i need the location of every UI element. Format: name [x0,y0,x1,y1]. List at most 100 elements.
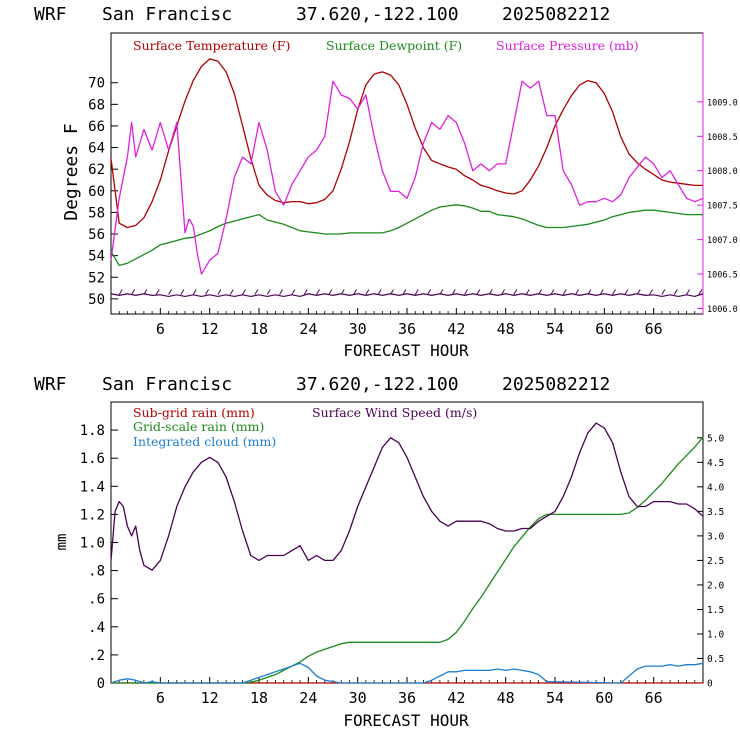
y-tick-label: .2 [88,648,105,664]
y2-tick-label: 1007.5 [707,202,738,212]
y-tick-label: 56 [88,227,105,243]
x-tick-label: 60 [595,320,613,338]
x-tick-label: 42 [447,689,465,707]
legend-grid-scale-rain: Grid-scale rain (mm) [133,419,264,434]
x-tick-label: 66 [645,689,663,707]
legend-surface-wind-speed: Surface Wind Speed (m/s) [312,405,477,420]
x-tick-label: 42 [447,320,465,338]
y-tick-label: 60 [88,184,105,200]
y-tick-label: .6 [88,592,105,608]
y-tick-label: 62 [88,162,105,178]
x-tick-label: 12 [201,689,219,707]
y2-tick-label: 1.0 [707,629,724,640]
x-tick-label: 30 [349,320,367,338]
wind-barb [575,289,579,295]
y2-tick-label: 1008.0 [707,167,738,177]
y2-tick-label: 1006.0 [707,305,738,315]
x-tick-label: 30 [349,689,367,707]
panel1-ylabel: Degrees F [61,123,82,221]
x-tick-label: 48 [497,320,515,338]
wind-barb [698,289,703,295]
series-line-grid-scale-rain-mm [111,436,704,684]
y-tick-label: 68 [88,97,105,113]
wind-barb [229,289,234,295]
wind-barb [636,289,641,295]
wind-barb [661,289,666,295]
wind-barb [316,289,320,295]
wind-barb [451,289,456,295]
x-tick-label: 24 [299,320,317,338]
wind-barb [402,289,407,295]
series-line-surface-temperature-f [110,58,703,229]
y-tick-label: 1.2 [80,507,105,523]
wind-barb [501,289,505,295]
x-tick-label: 54 [546,689,564,707]
wind-barb [673,289,678,295]
legend-surface-pressure: Surface Pressure (mb) [496,38,639,53]
x-tick-label: 48 [497,689,515,707]
wind-barb [686,289,690,295]
x-tick-label: 54 [546,320,564,338]
x-tick-label: 6 [156,689,165,707]
y-tick-label: 1.0 [80,536,105,552]
wind-barb [562,289,567,295]
series-line-surface-pressure-mb [110,80,704,275]
legend-surface-temperature: Surface Temperature (F) [133,38,290,53]
x-tick-label: 6 [156,320,165,338]
wind-barb [192,289,197,295]
y-tick-label: .8 [88,564,105,580]
y2-tick-label: 0 [707,679,713,690]
y-tick-label: 70 [88,76,105,92]
wind-barb [488,289,493,295]
y2-tick-label: 1006.5 [707,271,738,281]
x-tick-label: 18 [250,689,268,707]
wind-barb [266,289,271,295]
y-tick-label: 58 [88,205,105,221]
x-tick-label: 66 [645,320,663,338]
wind-barb [439,289,444,295]
wind-barb [599,289,604,295]
x-tick-label: 18 [250,320,268,338]
y-tick-label: 50 [88,292,105,308]
wind-barb [340,289,345,295]
wind-barb [131,289,135,295]
wind-barb [587,289,592,295]
y-tick-label: 66 [88,119,105,135]
x-tick-label: 36 [398,320,416,338]
y2-tick-label: 2.5 [707,556,724,567]
y-tick-label: 54 [88,249,105,265]
wind-barb [155,289,160,295]
y2-tick-label: 1008.5 [707,133,738,143]
series-line-surface-wind-speed-m-s [110,422,704,571]
wind-barb [427,289,431,295]
y-tick-label: .4 [88,620,105,636]
panel1-axes: 6 12 18 24 30 36 42 48 54 60 66 50 52 54 56 58 60 62 64 66 6… [88,76,738,338]
y2-tick-label: 1007.0 [707,236,738,246]
panel2-model: WRF [34,374,67,395]
panel1-run: 2025082212 [502,4,610,25]
y2-tick-label: 1009.0 [707,98,738,108]
y2-tick-label: 5.0 [707,433,724,444]
wind-barb [550,289,555,295]
x-tick-label: 24 [299,689,317,707]
wind-barb [303,289,308,295]
panel2-legend: Sub-grid rain (mm) Surface Wind Speed (m… [133,405,477,449]
panel2-header: WRF San Francisc 37.620,-122.100 2025082… [34,374,610,395]
panel1-series [110,58,704,298]
wind-barb [414,289,419,295]
y-tick-label: 1.4 [80,479,105,495]
legend-subgrid-rain: Sub-grid rain (mm) [133,405,255,420]
panel2-series [110,422,704,684]
y2-tick-label: 4.5 [707,458,724,469]
wind-barb [180,289,185,295]
wind-barb [217,289,222,295]
y2-tick-label: 0.5 [707,654,724,665]
y2-tick-label: 2.0 [707,580,724,591]
x-tick-label: 12 [201,320,219,338]
wind-barb [328,289,333,295]
wind-barb [242,289,246,295]
wind-barb [513,289,518,295]
wind-barb [205,289,209,295]
wind-barb [525,289,530,295]
